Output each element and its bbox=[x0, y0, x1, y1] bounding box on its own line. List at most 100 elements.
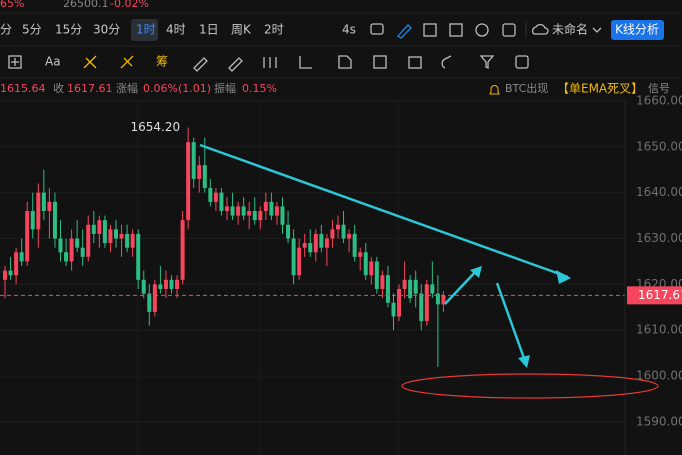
candle-body bbox=[136, 233, 141, 280]
arrow-head bbox=[556, 270, 571, 284]
period-tab[interactable]: 周K bbox=[231, 23, 252, 37]
bell-icon bbox=[489, 85, 500, 95]
candle-body bbox=[86, 224, 91, 257]
analysis-button[interactable] bbox=[611, 20, 664, 40]
info-item: 振幅 bbox=[214, 81, 236, 95]
y-tick-label: 1660.00 bbox=[636, 93, 682, 107]
refresh[interactable]: 4s bbox=[342, 23, 356, 37]
pen-icon[interactable] bbox=[397, 24, 412, 39]
pattern-tool[interactable] bbox=[263, 57, 277, 68]
cloud-icon[interactable] bbox=[531, 23, 549, 35]
candle-body bbox=[163, 279, 168, 289]
candle-body bbox=[8, 270, 13, 276]
candle-body bbox=[158, 284, 163, 289]
arrow-up bbox=[444, 268, 479, 305]
candle-body bbox=[30, 210, 35, 230]
fib-tool[interactable] bbox=[120, 55, 134, 69]
candle-body bbox=[175, 279, 180, 289]
trend-line bbox=[199, 143, 569, 279]
candle-body bbox=[263, 201, 268, 211]
layout-name[interactable]: 未命名 bbox=[552, 22, 588, 37]
measure-tool[interactable] bbox=[299, 56, 312, 69]
analysis-button-label[interactable]: K线分析 bbox=[615, 23, 659, 37]
signal-name: 【单EMA死叉】 bbox=[557, 82, 643, 96]
period-tab[interactable]: 15分 bbox=[55, 23, 82, 37]
candle-body bbox=[374, 261, 379, 289]
top-change: 65% bbox=[0, 0, 24, 10]
candle-body bbox=[302, 243, 307, 248]
camera-icon[interactable] bbox=[370, 23, 384, 35]
candle-body bbox=[297, 247, 302, 276]
candle-body bbox=[125, 233, 130, 248]
candle-body bbox=[14, 252, 19, 276]
candle-body bbox=[336, 224, 340, 230]
candle-body bbox=[324, 238, 329, 248]
sync-tool[interactable] bbox=[515, 55, 529, 69]
period-tab[interactable]: 2时 bbox=[264, 23, 284, 37]
user-drawings bbox=[199, 143, 659, 399]
brush-tool[interactable] bbox=[228, 57, 243, 72]
candle-body bbox=[75, 238, 80, 248]
candle-body bbox=[247, 210, 252, 216]
last-price-label: 1617.61 bbox=[638, 288, 682, 302]
settings-icon[interactable] bbox=[475, 23, 489, 37]
candle-body bbox=[380, 275, 385, 289]
period-tab[interactable]: 1日 bbox=[199, 23, 219, 37]
candle-body bbox=[191, 142, 196, 179]
note-tool[interactable] bbox=[338, 55, 352, 69]
candle-body bbox=[280, 206, 285, 225]
caret[interactable] bbox=[592, 27, 602, 33]
candle-body bbox=[363, 252, 368, 276]
line-tool[interactable] bbox=[83, 55, 97, 69]
y-tick-label: 1610.00 bbox=[636, 323, 682, 337]
candle-body bbox=[80, 247, 85, 257]
period-tab[interactable]: 4时 bbox=[166, 23, 186, 37]
crosshair-icon[interactable] bbox=[8, 55, 22, 69]
candle-body bbox=[308, 243, 313, 253]
top-price: 26500.1 bbox=[63, 0, 109, 10]
candle-body bbox=[19, 252, 24, 262]
candle-body bbox=[3, 270, 7, 280]
signal-prefix: BTC出现 bbox=[505, 81, 548, 95]
candle-body bbox=[397, 288, 402, 317]
magnet-tool[interactable] bbox=[441, 55, 452, 69]
fullscreen-icon[interactable] bbox=[449, 23, 463, 37]
expand-icon[interactable] bbox=[423, 23, 437, 37]
info-item: 0.15% bbox=[242, 82, 277, 95]
candle-body bbox=[358, 252, 363, 257]
candle-body bbox=[258, 210, 263, 221]
filter-tool[interactable] bbox=[479, 55, 495, 70]
candle-body bbox=[430, 284, 435, 294]
last-price-box bbox=[627, 286, 682, 305]
ruler-tool[interactable] bbox=[193, 57, 208, 72]
candle-body bbox=[352, 233, 357, 257]
candle-body bbox=[435, 293, 440, 305]
period-tab[interactable]: 分 bbox=[0, 23, 12, 37]
y-tick-label: 1600.00 bbox=[636, 369, 682, 383]
candle-body bbox=[41, 192, 46, 211]
chip-tool[interactable]: 筹 bbox=[156, 55, 168, 69]
candle-body bbox=[213, 192, 218, 202]
drawing-tools bbox=[8, 55, 529, 72]
candle-body bbox=[64, 252, 69, 262]
candle-body bbox=[47, 201, 52, 211]
candle-body bbox=[58, 238, 63, 253]
period-tab[interactable]: 1时 bbox=[136, 23, 156, 37]
zoom-tool[interactable] bbox=[373, 55, 387, 69]
layout-icon[interactable] bbox=[502, 23, 516, 37]
candle-body bbox=[269, 201, 274, 216]
period-tab[interactable]: 30分 bbox=[93, 23, 120, 37]
period-tab[interactable]: 5分 bbox=[22, 23, 42, 37]
info-item: 1617.61 bbox=[67, 82, 113, 95]
text-tool[interactable]: Aa bbox=[45, 55, 61, 69]
candle-body bbox=[197, 165, 202, 179]
candle-body bbox=[52, 201, 57, 239]
candle-body bbox=[36, 192, 41, 230]
trash-tool[interactable] bbox=[408, 56, 422, 69]
info-item: 0.06%(1.01) bbox=[143, 82, 211, 95]
info-item: 涨幅 bbox=[116, 82, 138, 95]
candle-body bbox=[108, 229, 113, 244]
high-label: 1654.20 bbox=[131, 120, 181, 134]
